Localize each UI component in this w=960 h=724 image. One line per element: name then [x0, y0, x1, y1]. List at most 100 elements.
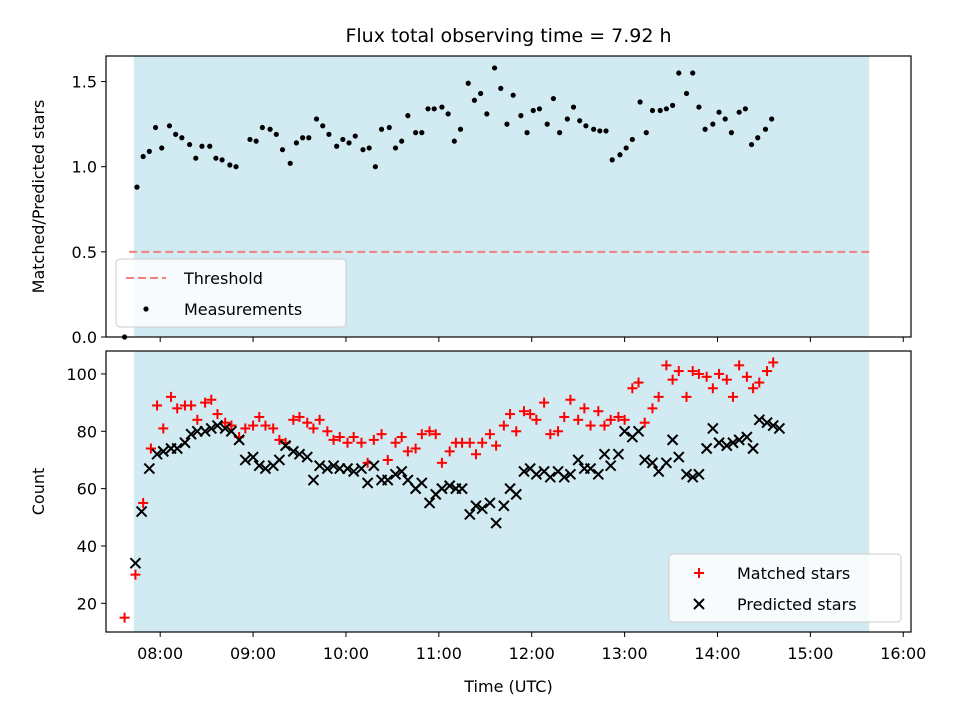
panel-2-predicted-stars-point-94-b	[767, 419, 779, 432]
panel-1-measurements-point-95	[762, 126, 769, 132]
panel-1-measurements-point-61	[536, 106, 543, 112]
panel-1-measurements-point-83	[683, 90, 690, 97]
panel-2-predicted-stars-point-11-b	[205, 422, 217, 435]
panel-1-measurements-point-6	[166, 123, 173, 129]
panel-2-matched-stars-point-32	[342, 437, 353, 448]
panel-1-measurements-point-41	[405, 113, 411, 119]
panel-1-measurements-point-52	[478, 90, 484, 97]
panel-2-predicted-stars-point-48-b	[456, 482, 468, 495]
panel-2-predicted-stars-point-54-b	[498, 500, 510, 512]
panel-2-predicted-stars-point-92	[753, 414, 765, 426]
panel-2-predicted-stars-point-28	[321, 462, 334, 475]
panel-2-matched-stars-point-11	[200, 397, 211, 408]
panel-2-matched-stars-point-67	[579, 403, 590, 414]
panel-2-predicted-stars-point-26-b	[307, 474, 320, 486]
panel-2-predicted-stars-point-86-b	[713, 437, 725, 449]
panel-2-matched-stars-point-41	[402, 446, 413, 457]
panel-2-predicted-stars-point-0-b	[129, 557, 142, 569]
panel-1-measurements-point-7	[173, 131, 179, 137]
panel-1-ytick-label-2: 1.0	[72, 158, 97, 177]
panel-2-predicted-stars-point-39-b	[395, 465, 408, 478]
panel-2-matched-stars-point-72	[613, 411, 624, 422]
panel-1-measurements-point-35	[366, 145, 372, 151]
panel-1-measurements-point-65	[564, 116, 570, 122]
panel-2-predicted-stars-point-4	[157, 445, 169, 458]
panel-2-predicted-stars-point-34	[361, 477, 374, 489]
panel-1-measurements-point-13	[213, 155, 219, 161]
panel-2-matched-stars-point-89	[727, 391, 738, 402]
panel-1-measurements-point-42	[413, 130, 419, 136]
panel-1-measurements-point-72	[609, 157, 615, 163]
panel-2-matched-stars-point-1	[130, 569, 141, 580]
panel-2-legend-label-0: Matched stars	[737, 564, 850, 583]
panel-2-matched-stars-point-91	[741, 371, 752, 382]
panel-2-matched-stars-series	[119, 357, 779, 623]
panel-2-matched-stars-point-52	[477, 437, 488, 448]
panel-2-matched-stars-point-64	[559, 411, 570, 422]
panel-1-measurements-point-56	[504, 121, 510, 127]
panel-1-measurements-point-4	[152, 124, 159, 131]
panel-2-predicted-stars-point-22	[279, 439, 292, 452]
panel-2-xtick-label-2: 10:00	[323, 644, 369, 663]
panel-2-predicted-stars-point-3	[151, 448, 163, 460]
panel-2-matched-stars-point-58	[518, 406, 529, 417]
panel-2-matched-stars-point-26	[302, 417, 313, 428]
panel-2-legend-label-1: Predicted stars	[737, 595, 857, 614]
panel-2-predicted-stars-point-32-b	[347, 465, 360, 478]
panel-2-legend-swatch-0	[694, 568, 704, 578]
panel-2-predicted-stars-point-76-b	[646, 457, 659, 469]
panel-1-measurements-point-91	[736, 109, 742, 115]
panel-2-predicted-stars-point-62-b	[552, 465, 564, 478]
panel-1-measurements-point-5	[159, 145, 165, 151]
panel-2-predicted-stars-point-16-b	[239, 454, 252, 466]
panel-2-predicted-stars-point-3-b	[151, 448, 163, 460]
panel-2-predicted-stars-point-49-b	[464, 508, 476, 521]
panel-2-matched-stars-point-44	[424, 426, 435, 437]
panel-1-measurements-point-92	[742, 106, 748, 112]
panel-1-measurements-point-93	[748, 141, 755, 148]
panel-1-measurements-point-77	[643, 130, 649, 136]
panel-2-matched-stars-point-38	[382, 454, 393, 465]
panel-2-predicted-stars-point-68-b	[592, 468, 604, 481]
panel-2-legend-swatch-1	[693, 598, 705, 610]
panel-2-matched-stars-point-75	[633, 377, 644, 388]
panel-1-measurements-point-8	[179, 135, 185, 141]
panel-2-predicted-stars-point-50	[470, 500, 482, 512]
panel-2-predicted-stars-point-33	[355, 462, 368, 475]
panel-1-measurements-point-17	[247, 136, 253, 143]
panel-2-matched-stars-point-86	[707, 383, 718, 394]
panel-2-matched-stars-point-79	[661, 360, 672, 371]
panel-1-measurements-point-10	[193, 155, 199, 161]
panel-2-predicted-stars-point-83	[693, 468, 705, 481]
panel-2-xtick-label-5: 13:00	[602, 644, 648, 663]
panel-1-measurements-point-36	[372, 164, 378, 170]
panel-2-matched-stars-point-27	[308, 423, 319, 434]
panel-2-predicted-stars-point-7	[179, 437, 191, 449]
panel-2-matched-stars-point-3	[145, 443, 156, 454]
panel-2-predicted-stars-point-79-b	[666, 434, 679, 446]
panel-2-predicted-stars-point-57-b	[518, 465, 530, 478]
panel-1-measurements-point-12	[207, 143, 213, 149]
panel-2-matched-stars-point-28	[314, 414, 325, 425]
panel-2-predicted-stars-point-13-b	[219, 422, 231, 435]
panel-2-matched-stars-point-39	[390, 437, 401, 448]
panel-2-matched-stars-point-37	[376, 429, 387, 440]
panel-2-ytick-label-0: 20	[77, 594, 97, 613]
panel-2-predicted-stars-point-67	[584, 462, 597, 475]
panel-2-predicted-stars-point-48	[456, 482, 468, 495]
panel-2-matched-stars-point-76	[639, 417, 650, 428]
panel-2-predicted-stars-point-88	[727, 437, 739, 449]
panel-2-predicted-stars-point-38	[389, 468, 402, 481]
panel-2-predicted-stars-point-24	[293, 448, 306, 460]
panel-2-predicted-stars-point-59-b	[530, 468, 543, 481]
panel-2-predicted-stars-point-61-b	[544, 471, 557, 483]
panel-1-measurements-point-32	[346, 140, 352, 146]
panel-1-measurements-point-50	[465, 80, 471, 86]
panel-1-ytick-label-1: 0.5	[72, 243, 97, 262]
panel-2-predicted-stars-point-43	[423, 497, 436, 509]
panel-2-predicted-stars-point-76	[646, 457, 659, 469]
panel-2-matched-stars-point-14	[220, 417, 231, 428]
panel-1-measurements-series	[121, 65, 775, 340]
panel-2-legend-box	[668, 553, 902, 623]
panel-1-measurements-point-62	[544, 121, 550, 127]
